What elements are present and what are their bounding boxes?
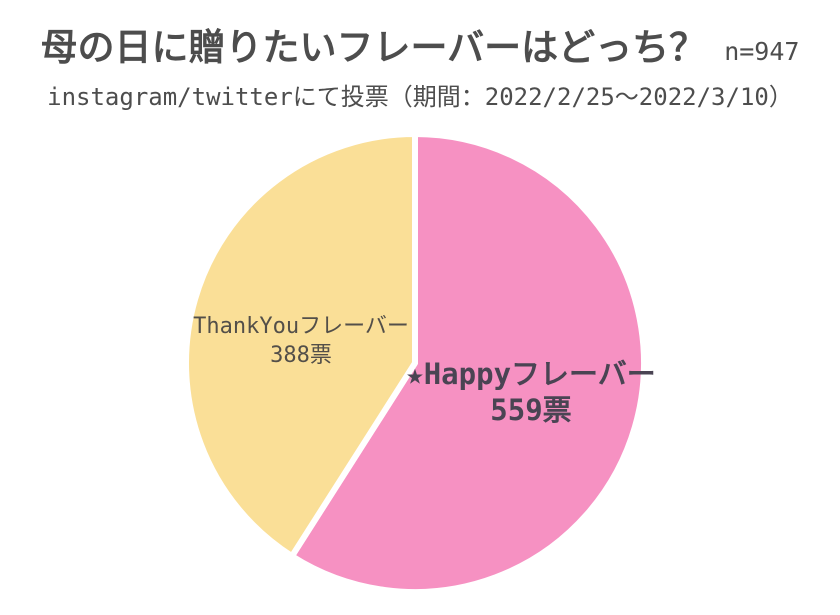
chart-header: 母の日に贈りたいフレーバーはどっち？ n=947 instagram/twitt… [0,26,840,112]
sample-size-label: n=947 [724,37,800,67]
pie-slice-happy [288,131,647,595]
title-row: 母の日に贈りたいフレーバーはどっち？ n=947 [0,26,840,70]
pie-slice-thankyou [183,131,418,560]
page-title: 母の日に贈りたいフレーバーはどっち？ [40,26,707,69]
page-subtitle: instagram/twitterにて投票（期間：2022/2/25～2022/… [47,83,793,112]
